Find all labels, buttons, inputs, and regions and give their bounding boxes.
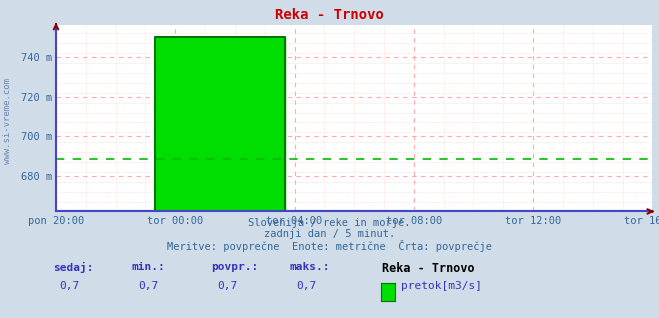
Text: Meritve: povprečne  Enote: metrične  Črta: povprečje: Meritve: povprečne Enote: metrične Črta:… <box>167 240 492 252</box>
Text: www.si-vreme.com: www.si-vreme.com <box>3 78 13 164</box>
Text: 0,7: 0,7 <box>297 281 316 291</box>
Text: 0,7: 0,7 <box>217 281 237 291</box>
Text: povpr.:: povpr.: <box>211 262 258 272</box>
Text: pretok[m3/s]: pretok[m3/s] <box>401 281 482 291</box>
Text: Slovenija / reke in morje.: Slovenija / reke in morje. <box>248 218 411 228</box>
Text: Reka - Trnovo: Reka - Trnovo <box>275 8 384 22</box>
Text: zadnji dan / 5 minut.: zadnji dan / 5 minut. <box>264 229 395 239</box>
Text: maks.:: maks.: <box>290 262 330 272</box>
Text: min.:: min.: <box>132 262 165 272</box>
Text: 0,7: 0,7 <box>138 281 158 291</box>
Text: sedaj:: sedaj: <box>53 262 93 273</box>
Text: Reka - Trnovo: Reka - Trnovo <box>382 262 475 275</box>
Text: 0,7: 0,7 <box>59 281 79 291</box>
